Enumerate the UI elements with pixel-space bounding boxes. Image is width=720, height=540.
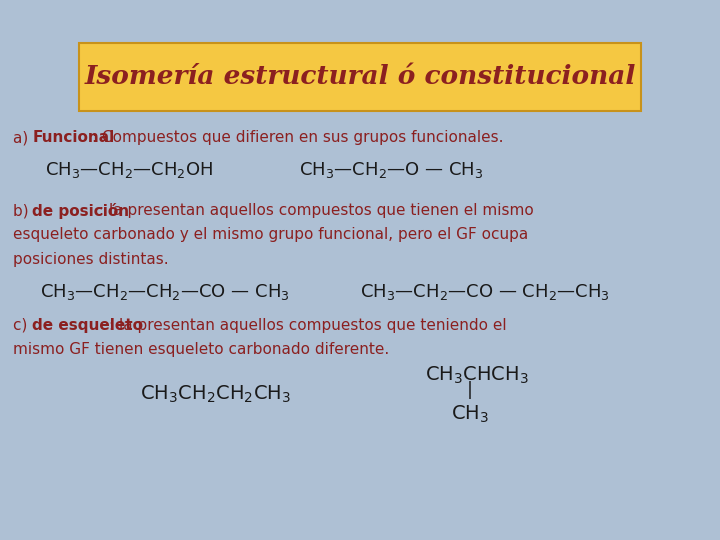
Text: c): c)	[13, 318, 32, 333]
Text: $\mathsf{CH_3CHCH_3}$: $\mathsf{CH_3CHCH_3}$	[425, 364, 528, 386]
Text: mismo GF tienen esqueleto carbonado diferente.: mismo GF tienen esqueleto carbonado dife…	[13, 342, 390, 357]
Text: de posición: de posición	[32, 202, 130, 219]
Text: : Compuestos que difieren en sus grupos funcionales.: : Compuestos que difieren en sus grupos …	[92, 130, 504, 145]
Text: $\mathsf{CH_3CH_2CH_2CH_3}$: $\mathsf{CH_3CH_2CH_2CH_3}$	[140, 383, 292, 405]
Text: : la presentan aquellos compuestos que tienen el mismo: : la presentan aquellos compuestos que t…	[99, 203, 534, 218]
Text: : la presentan aquellos compuestos que teniendo el: : la presentan aquellos compuestos que t…	[109, 318, 507, 333]
Text: b): b)	[13, 203, 33, 218]
Text: |: |	[467, 381, 473, 399]
Text: $\mathsf{CH_3}$—$\mathsf{CH_2}$—$\mathsf{CH_2}$OH: $\mathsf{CH_3}$—$\mathsf{CH_2}$—$\mathsf…	[45, 160, 213, 180]
Text: $\mathsf{CH_3}$—$\mathsf{CH_2}$—O — $\mathsf{CH_3}$: $\mathsf{CH_3}$—$\mathsf{CH_2}$—O — $\ma…	[299, 160, 483, 180]
Text: $\mathsf{CH_3}$—$\mathsf{CH_2}$—CO — $\mathsf{CH_2}$—$\mathsf{CH_3}$: $\mathsf{CH_3}$—$\mathsf{CH_2}$—CO — $\m…	[360, 281, 610, 302]
Text: posiciones distintas.: posiciones distintas.	[13, 252, 168, 267]
Text: esqueleto carbonado y el mismo grupo funcional, pero el GF ocupa: esqueleto carbonado y el mismo grupo fun…	[13, 227, 528, 242]
Text: a): a)	[13, 130, 33, 145]
Text: de esqueleto: de esqueleto	[32, 318, 143, 333]
FancyBboxPatch shape	[79, 43, 641, 111]
Text: Funcional: Funcional	[32, 130, 114, 145]
Text: $\mathsf{CH_3}$—$\mathsf{CH_2}$—$\mathsf{CH_2}$—CO — $\mathsf{CH_3}$: $\mathsf{CH_3}$—$\mathsf{CH_2}$—$\mathsf…	[40, 281, 289, 302]
Text: Isomería estructural ó constitucional: Isomería estructural ó constitucional	[84, 64, 636, 90]
Text: $\mathsf{CH_3}$: $\mathsf{CH_3}$	[451, 404, 489, 426]
